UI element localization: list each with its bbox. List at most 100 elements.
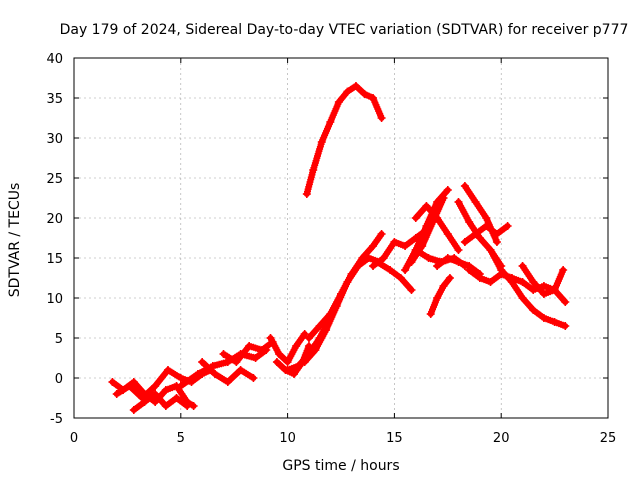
point-9-6 [364,254,373,262]
point-25-2 [518,278,527,286]
series-track-mid-1 [176,346,271,390]
point-5-3 [257,346,266,354]
x-axis-label: GPS time / hours [282,458,399,474]
point-4-0 [198,358,207,366]
point-26-2 [539,290,548,298]
point-22-4 [503,222,512,230]
point-21-3 [492,238,501,246]
point-13-3 [407,286,416,294]
point-1-5 [176,374,185,382]
point-6-3 [292,342,301,350]
point-6-2 [283,358,292,366]
point-3-0 [176,382,185,390]
point-7-0 [272,358,281,366]
point-10-3 [337,290,345,298]
x-tick-label-2: 10 [279,431,296,446]
point-19-0 [426,310,435,318]
point-24-4 [529,306,538,314]
y-tick-label-3: 10 [46,292,63,307]
x-tick-label-4: 20 [493,431,510,446]
point-11-6 [351,82,360,90]
point-19-1 [433,294,442,302]
x-tick-label-3: 15 [386,431,403,446]
point-12-3 [401,242,410,250]
y-tick-label-5: 20 [46,212,63,227]
point-17-3 [443,230,452,238]
series-track-high-arc [302,82,386,198]
y-tick-label-6: 25 [46,172,63,187]
point-0-0 [108,378,117,386]
point-1-3 [151,382,160,390]
series-track-mid-3 [219,338,277,366]
grid-lines [74,58,608,418]
series-markers-11 [303,82,385,198]
point-11-4 [334,98,343,106]
point-21-0 [460,182,469,190]
point-0-2 [129,378,138,386]
point-1-0 [112,390,121,398]
point-11-8 [369,94,378,102]
point-25-3 [529,286,538,294]
point-5-1 [232,358,241,366]
point-15-2 [428,218,437,226]
point-10-2 [326,310,335,318]
point-9-1 [311,346,320,354]
point-5-0 [219,350,228,358]
series-markers-9 [301,254,381,366]
point-8-9 [377,230,386,238]
point-3-5 [251,354,260,362]
point-21-1 [471,198,480,206]
series-track-late-8 [426,274,454,318]
point-18-2 [454,258,463,266]
point-12-2 [390,238,399,246]
point-9-2 [322,326,331,334]
point-20-1 [465,218,474,226]
series-track-mid-4 [266,330,309,366]
point-21-2 [482,214,491,222]
point-12-1 [379,254,388,262]
y-tick-labels: -5 0 5 10 15 20 25 30 35 40 [46,52,608,427]
point-10-4 [347,270,356,278]
y-tick-label-7: 30 [46,132,63,147]
point-20-2 [475,234,484,242]
point-2-1 [140,398,149,406]
point-8-8 [369,242,378,250]
x-tick-labels: 0 5 10 15 20 25 [70,58,616,446]
point-24-0 [486,246,495,254]
series-track-early-3 [129,390,192,414]
point-23-0 [465,266,474,274]
series-track-late-15 [518,262,568,298]
x-tick-label-0: 0 [70,431,78,446]
point-23-2 [486,278,495,286]
point-25-1 [507,274,516,282]
y-tick-label-8: 35 [46,92,63,107]
point-17-2 [433,214,442,222]
y-tick-label-1: 0 [55,372,63,387]
series-track-late-2 [373,258,416,294]
point-23-1 [475,274,484,282]
point-8-0 [283,366,292,374]
point-26-0 [518,262,527,270]
point-11-9 [377,114,386,122]
point-1-1 [125,382,134,390]
point-11-1 [309,166,318,174]
point-11-7 [360,90,369,98]
point-16-1 [424,254,433,262]
point-0-5 [161,386,170,394]
point-6-1 [275,350,284,358]
series-track-late-6 [411,202,463,254]
point-25-4 [539,282,548,290]
series-track-rise-3 [304,270,356,342]
point-10-1 [315,322,324,330]
series-track-mid-2 [198,358,258,386]
point-14-0 [401,266,410,274]
point-26-4 [559,266,568,274]
point-24-6 [550,318,559,326]
point-2-4 [172,394,181,402]
point-6-0 [266,334,275,342]
point-14-4 [443,186,452,194]
point-24-5 [539,314,548,322]
point-26-3 [550,286,559,294]
point-8-1 [294,362,303,370]
point-26-1 [529,278,538,286]
